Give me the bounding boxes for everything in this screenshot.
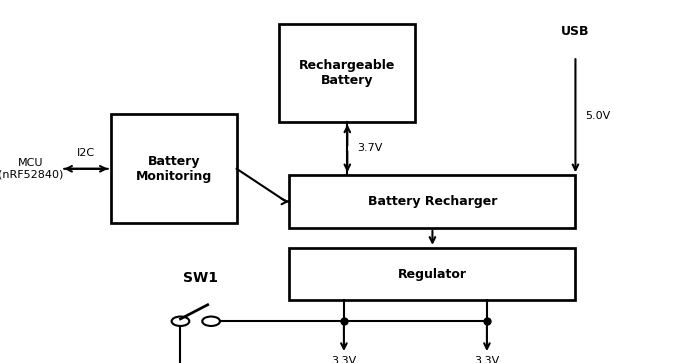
Text: MCU
(nRF52840): MCU (nRF52840) [0,158,63,180]
Bar [110,114,237,223]
Bar [279,24,415,122]
Text: 3.3V
for others: 3.3V for others [460,356,514,363]
Text: Rechargeable
Battery: Rechargeable Battery [299,58,396,87]
Text: Regulator: Regulator [398,268,467,281]
Text: Battery
Monitoring: Battery Monitoring [136,155,212,183]
Text: USB: USB [561,25,590,38]
Text: SW1: SW1 [183,271,219,285]
Text: 5.0V: 5.0V [586,111,611,121]
Bar [289,248,575,301]
Text: 3.7V: 3.7V [358,143,383,154]
Text: I2C: I2C [77,148,95,158]
Text: Battery Recharger: Battery Recharger [368,195,497,208]
Text: 3.3V
for UWB: 3.3V for UWB [321,356,366,363]
Bar [289,175,575,228]
